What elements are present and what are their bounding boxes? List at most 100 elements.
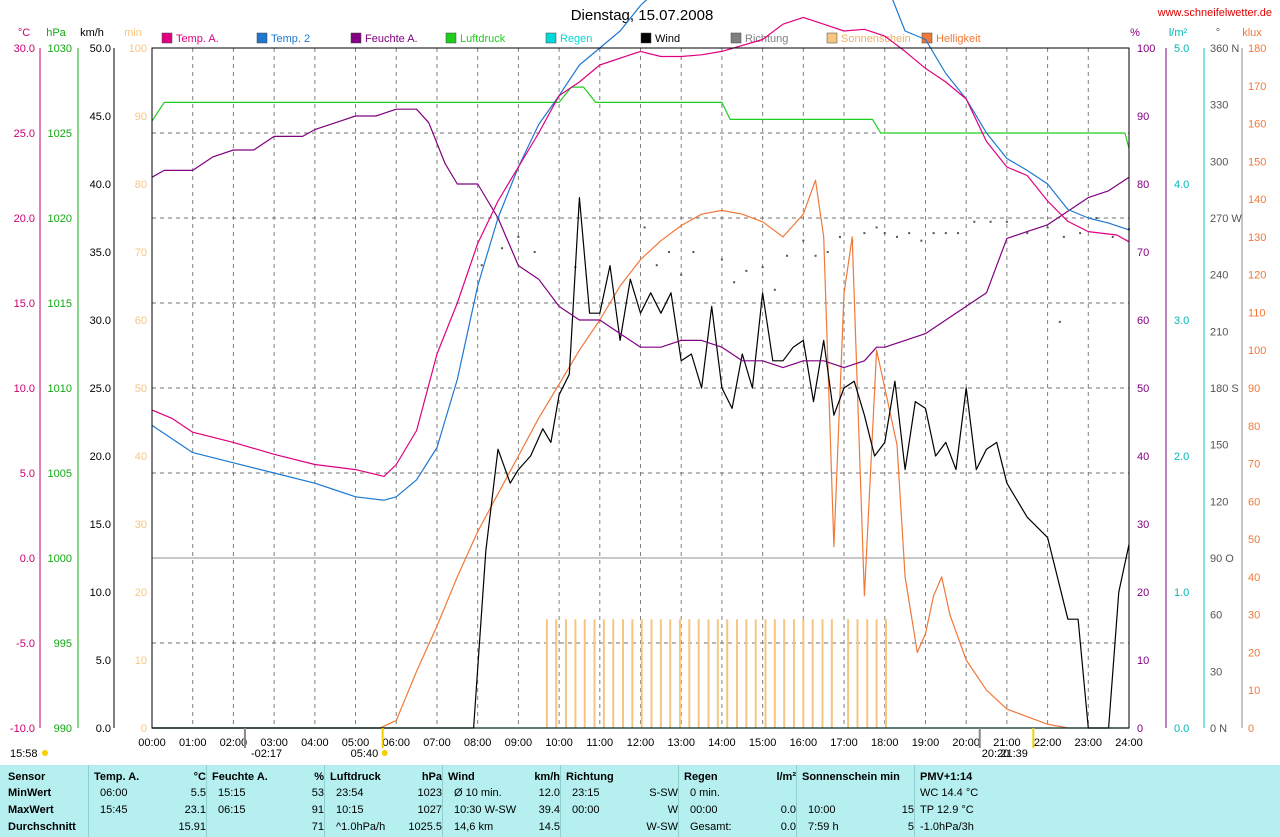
- tick-label-hpa: 1020: [48, 213, 72, 225]
- stats-cell: 23:15: [572, 787, 600, 799]
- tick-label-kmh: 15.0: [90, 519, 111, 531]
- stats-header: PMV+1:14: [920, 771, 973, 783]
- sunshine-bars: [545, 619, 887, 728]
- axis-unit-deg: °: [1216, 27, 1220, 39]
- direction-point: [875, 226, 878, 229]
- tick-label-deg: 300: [1210, 156, 1228, 168]
- tick-label-deg: 120: [1210, 496, 1228, 508]
- stats-sep: [442, 765, 443, 837]
- direction-points: [480, 217, 1130, 323]
- tick-label-klux: 170: [1248, 81, 1266, 93]
- axis-unit-klux: klux: [1242, 27, 1262, 39]
- stats-value: 15.91: [178, 821, 206, 833]
- direction-point: [517, 235, 520, 238]
- stats-unit: km/h: [534, 771, 560, 783]
- stats-sep: [796, 765, 797, 837]
- legend-swatch: [161, 32, 173, 44]
- direction-point: [1058, 320, 1061, 323]
- legend-swatch: [445, 32, 457, 44]
- tick-label-temp: 5.0: [20, 468, 35, 480]
- stats-sep: [560, 765, 561, 837]
- direction-point: [989, 220, 992, 223]
- x-tick-label: 06:00: [382, 737, 410, 749]
- stats-col: Feuchte A.% 15:15 53 06:15 91 71: [212, 765, 324, 837]
- stats-value: 23.1: [184, 804, 206, 816]
- tick-label-lm2: 2.0: [1174, 451, 1189, 463]
- tick-label-klux: 140: [1248, 194, 1266, 206]
- x-tick-label: 04:00: [301, 737, 329, 749]
- direction-point: [1095, 217, 1098, 219]
- stats-value: 5: [907, 821, 914, 833]
- stats-cell: 00:00: [690, 804, 718, 816]
- direction-point: [692, 251, 695, 253]
- direction-point: [1111, 235, 1114, 238]
- tick-label-min: 50: [135, 383, 147, 395]
- tick-label-temp: 15.0: [14, 298, 35, 310]
- tick-label-kmh: 45.0: [90, 111, 111, 123]
- tick-label-min: 60: [135, 315, 147, 327]
- tick-label-pct: 80: [1137, 179, 1149, 191]
- direction-point: [733, 281, 736, 284]
- stats-value: 71: [311, 821, 324, 833]
- tick-label-klux: 110: [1248, 307, 1266, 319]
- tick-label-pct: 60: [1137, 315, 1149, 327]
- tick-label-pct: 10: [1137, 655, 1149, 667]
- direction-point: [655, 264, 658, 267]
- stats-cell: 0 min.: [690, 787, 720, 799]
- stats-cell: 10:30 W-SW: [454, 804, 517, 816]
- stats-unit: l/m²: [776, 771, 796, 783]
- tick-label-pct: 70: [1137, 247, 1149, 259]
- stats-value: 1027: [417, 804, 442, 816]
- tick-label-deg: 30: [1210, 666, 1222, 678]
- moonrise-time: 20:20: [982, 748, 1010, 760]
- x-tick-label: 21:00: [993, 737, 1021, 749]
- x-tick-label: 10:00: [545, 737, 573, 749]
- stats-row-label: Durchschnitt: [8, 821, 76, 833]
- series-line-temp-a-: [151, 16, 1130, 477]
- tick-label-pct: 20: [1137, 587, 1149, 599]
- tick-label-pct: 100: [1137, 43, 1155, 55]
- stats-header: Richtung: [566, 771, 614, 783]
- tick-label-temp: 20.0: [14, 213, 35, 225]
- stats-header: Temp. A.: [94, 771, 140, 783]
- x-tick-label: 02:00: [220, 737, 248, 749]
- sunrise-time: 05:40: [351, 748, 379, 760]
- stats-col: PMV+1:14 WC 14.4 °C TP 12.9 °C -1.0hPa/3h: [920, 765, 1040, 837]
- moonset-time: -02:17: [251, 748, 282, 760]
- plot-frame: [151, 47, 1130, 729]
- prev-sunset-icon: [42, 750, 48, 756]
- tick-label-kmh: 40.0: [90, 179, 111, 191]
- legend-label: Temp. 2: [271, 33, 310, 45]
- legend-swatch: [640, 32, 652, 44]
- direction-point: [826, 251, 829, 253]
- x-tick-label: 00:00: [138, 737, 166, 749]
- stats-value: 1023: [417, 787, 442, 799]
- stats-value: 0.0: [780, 804, 796, 816]
- tick-label-hpa: 1025: [48, 128, 72, 140]
- stats-sep: [914, 765, 915, 837]
- x-tick-label: 13:00: [667, 737, 695, 749]
- tick-label-hpa: 995: [54, 638, 72, 650]
- legend-swatch: [256, 32, 268, 44]
- x-tick-label: 17:00: [830, 737, 858, 749]
- tick-label-temp: 10.0: [14, 383, 35, 395]
- x-tick-label: 20:00: [952, 737, 980, 749]
- tick-label-pct: 50: [1137, 383, 1149, 395]
- x-tick-label: 22:00: [1034, 737, 1062, 749]
- tick-label-lm2: 3.0: [1174, 315, 1189, 327]
- x-tick-label: 24:00: [1115, 737, 1143, 749]
- direction-point: [1079, 232, 1082, 235]
- direction-point: [786, 254, 789, 257]
- x-tick-label: 16:00: [790, 737, 818, 749]
- stats-cell: 06:00: [100, 787, 128, 799]
- direction-point: [802, 239, 805, 242]
- tick-label-pct: 30: [1137, 519, 1149, 531]
- stats-row-label: MaxWert: [8, 804, 54, 816]
- direction-point: [908, 232, 911, 235]
- direction-point: [680, 273, 683, 276]
- direction-point: [1062, 235, 1065, 238]
- tick-label-klux: 180: [1248, 43, 1266, 55]
- sunrise-icon: [381, 750, 388, 756]
- stats-unit: %: [314, 771, 324, 783]
- website-link[interactable]: www.schneifelwetter.de: [1157, 7, 1272, 19]
